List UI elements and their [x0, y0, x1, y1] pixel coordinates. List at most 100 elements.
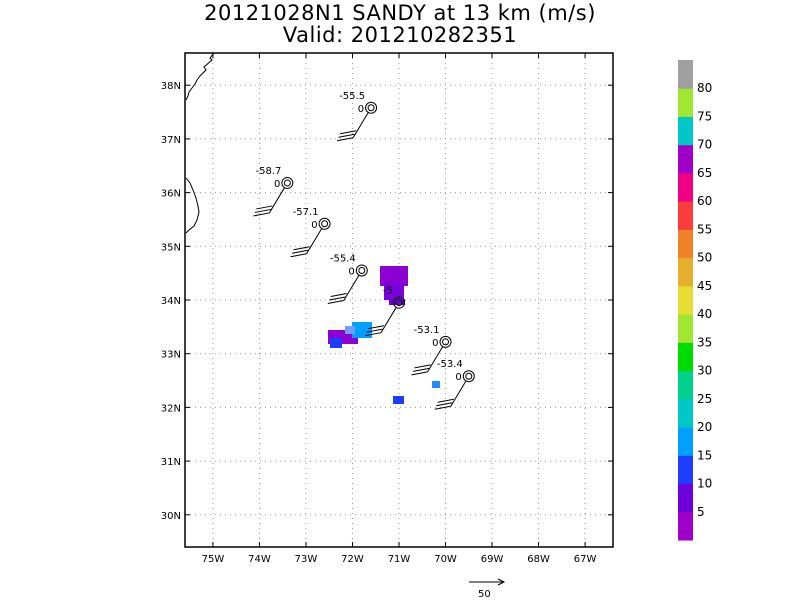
station-ring-outer	[439, 335, 452, 348]
station-speed-label: 0	[348, 266, 354, 277]
wind-barb-flag	[329, 296, 346, 301]
lat-tick-label: 32N	[161, 403, 181, 414]
wind-barb-staff	[352, 112, 369, 139]
wind-patch	[384, 282, 404, 300]
lat-tick-label: 30N	[161, 511, 181, 522]
colorbar-label: 5	[697, 505, 705, 519]
lon-tick-label: 73W	[295, 554, 318, 565]
scale-arrow-label: 50	[478, 589, 491, 600]
colorbar-swatch	[678, 398, 693, 428]
wind-barb-flag	[436, 402, 453, 407]
title-line-2: Valid: 201210282351	[282, 23, 518, 47]
wind-barb-flag	[293, 246, 310, 251]
colorbar-label: 75	[697, 109, 712, 123]
station-value-label: -53.1	[414, 325, 440, 336]
station-ring-outer	[281, 176, 294, 189]
lon-tick-label: 70W	[434, 554, 457, 565]
station-marker: -55.5 0	[336, 91, 378, 142]
station-marker: -55.4 0	[327, 253, 368, 304]
wind-barb-flag	[367, 325, 385, 330]
colorbar-swatch	[678, 88, 693, 117]
lon-tick-label: 71W	[388, 554, 411, 565]
colorbar-label: 45	[697, 279, 712, 293]
lat-tick-label: 34N	[161, 296, 181, 307]
station-speed-label: 0	[274, 179, 280, 190]
wind-barb-flag	[254, 208, 271, 213]
colorbar-label: 30	[697, 364, 712, 378]
lat-tick-label: 35N	[161, 242, 181, 253]
colorbar-label: 55	[697, 222, 712, 236]
station-ring-inner	[321, 220, 329, 228]
station-ring-outer	[318, 217, 331, 230]
lon-tick-label: 75W	[202, 554, 225, 565]
colorbar-label: 60	[697, 194, 712, 208]
wind-barb-flag	[338, 133, 355, 138]
colorbar-swatch	[678, 511, 693, 541]
lon-tick-label: 74W	[248, 554, 271, 565]
station-ring-inner	[465, 372, 473, 380]
wind-patch	[345, 326, 355, 334]
colorbar-label: 65	[697, 166, 712, 180]
colorbar-label: 70	[697, 138, 712, 152]
wind-data-patches	[328, 266, 440, 404]
station-ring-inner	[395, 299, 403, 307]
colorbar-swatch	[678, 172, 693, 202]
station-value-label: -53.4	[437, 359, 463, 370]
wind-patch	[352, 322, 372, 338]
colorbar-swatch	[678, 257, 693, 287]
colorbar-swatch	[678, 370, 693, 400]
station-ring-inner	[367, 104, 375, 112]
wind-barb-staff	[450, 380, 467, 407]
colorbar-swatch	[678, 285, 693, 315]
station-marker: -5	[364, 286, 405, 337]
wind-barb-staff	[343, 275, 360, 301]
colorbar-swatch	[678, 229, 693, 259]
coastline	[185, 52, 215, 234]
lat-tick-label: 33N	[161, 350, 181, 361]
wind-patch	[380, 266, 408, 286]
chart-title: 20121028N1 SANDY at 13 km (m/s) Valid: 2…	[0, 2, 800, 46]
station-ring-inner	[358, 266, 366, 274]
scale-arrow-head	[497, 578, 506, 586]
colorbar-swatch	[678, 116, 693, 146]
station-ring-inner	[283, 179, 291, 187]
station-value-label: -58.7	[255, 166, 281, 177]
colorbar-swatch	[678, 314, 693, 343]
colorbar-label: 25	[697, 392, 712, 406]
lon-tick-label: 67W	[574, 554, 597, 565]
station-value-label: -55.5	[339, 91, 365, 102]
colorbar-swatch	[678, 427, 693, 456]
colorbar: 5 10 15 20 25 30 35 40 45 50 55 60 65 70 75 80	[678, 60, 712, 541]
station-speed-label: 0	[358, 104, 364, 115]
wind-barb-flag	[290, 253, 307, 258]
lat-tick-label: 38N	[161, 81, 181, 92]
wind-barb-flag	[330, 292, 347, 297]
wind-patch	[389, 299, 405, 305]
colorbar-label: 80	[697, 81, 712, 95]
colorbar-label: 10	[697, 477, 712, 491]
coastline-cape	[185, 177, 200, 234]
station-speed-label: 0	[455, 372, 461, 383]
wind-barb-staff	[306, 228, 322, 255]
lon-tick-label: 68W	[527, 554, 550, 565]
station-ring-inner	[442, 338, 450, 346]
colorbar-label: 40	[697, 307, 712, 321]
lat-tick-label: 36N	[161, 189, 181, 200]
map-frame	[184, 52, 614, 548]
observation-layer: -55.5 0 -58.7 0 -57.1 0 -55.4 0 -5 -53.1 0 -53.4 0	[253, 91, 475, 410]
wind-barb-flag	[327, 299, 344, 304]
wind-patch	[330, 338, 342, 348]
station-ring-outer	[393, 296, 405, 309]
wind-barb-flag	[366, 328, 383, 333]
lat-tick-label: 31N	[161, 457, 181, 468]
lat-tick-label: 37N	[161, 135, 181, 146]
colorbar-label: 50	[697, 251, 712, 265]
wind-barb-staff	[427, 346, 443, 373]
colorbar-swatch	[678, 483, 693, 513]
wind-patch	[393, 396, 404, 404]
wind-barb-flag	[412, 367, 430, 372]
station-value-label: -5	[383, 286, 393, 297]
wind-barb-flag	[414, 364, 431, 369]
wind-barb-flag	[339, 130, 357, 135]
station-speed-label: 0	[432, 338, 438, 349]
